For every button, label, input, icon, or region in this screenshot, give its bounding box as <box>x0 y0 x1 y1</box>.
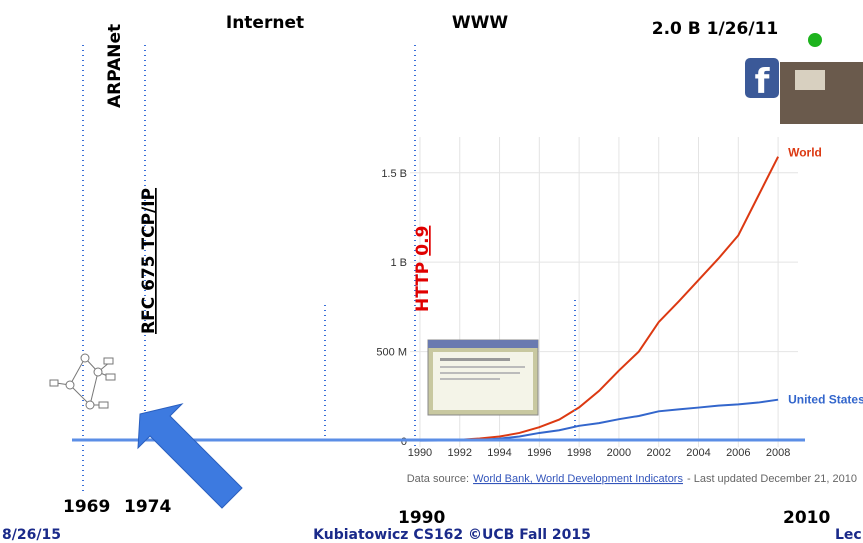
year-label: 2010 <box>783 508 830 528</box>
x-tick-label: 2004 <box>686 447 710 459</box>
arpanet-label: ARPANet <box>105 24 125 108</box>
x-tick-label: 2006 <box>726 447 750 459</box>
chart: 0 500 M 1 B 1.5 B 1990 1992 1994 1996 1998 2000 20… <box>376 137 863 485</box>
facebook-logo: f <box>755 62 771 102</box>
x-tick-label: 1990 <box>408 447 432 459</box>
footer-date: 8/26/15 <box>2 527 61 543</box>
y-tick-label: 0 <box>401 436 407 448</box>
http-label: HTTP 0.9 <box>413 226 433 312</box>
y-tick-label: 1 B <box>390 257 407 269</box>
x-tick-label: 1992 <box>448 447 472 459</box>
data-source-part: Data source: <box>407 473 469 485</box>
legend-label: World <box>788 146 822 160</box>
footer-lec: Lec <box>835 527 862 543</box>
status-dot <box>808 33 822 47</box>
rfc-label: RFC 675 TCP/IP <box>139 188 159 334</box>
footer-course: Kubiatowicz CS162 ©UCB Fall 2015 <box>313 527 591 543</box>
year-label: 1974 <box>124 497 171 517</box>
arrow <box>138 404 242 508</box>
x-tick-label: 2008 <box>766 447 790 459</box>
x-tick-label: 1998 <box>567 447 591 459</box>
internet-label: Internet <box>226 13 304 33</box>
data-source-link[interactable]: World Bank, World Development Indicators <box>473 473 683 485</box>
data-source-part: - Last updated December 21, 2010 <box>687 473 857 485</box>
www-label: WWW <box>452 13 509 33</box>
x-tick-label: 1996 <box>527 447 551 459</box>
data-source: Data source: World Bank, World Developmen… <box>407 473 857 485</box>
x-tick-label: 2002 <box>646 447 670 459</box>
y-tick-label: 1.5 B <box>381 168 407 180</box>
legend-label: United States <box>788 393 863 407</box>
x-tick-label: 1994 <box>487 447 511 459</box>
http-version: 0.9 <box>413 226 433 256</box>
x-tick-label: 2000 <box>607 447 631 459</box>
y-tick-label: 500 M <box>376 347 407 359</box>
slide: 0 500 M 1 B 1.5 B 1990 1992 1994 1996 1998 2000 20… <box>0 0 863 543</box>
crowd-photo <box>795 70 825 90</box>
facebook-users: 2.0 B 1/26/11 <box>652 19 778 39</box>
browser-screenshot <box>428 340 538 415</box>
year-label: 1990 <box>398 508 445 528</box>
http-label: HTTP <box>413 262 433 312</box>
year-label: 1969 <box>63 497 110 517</box>
